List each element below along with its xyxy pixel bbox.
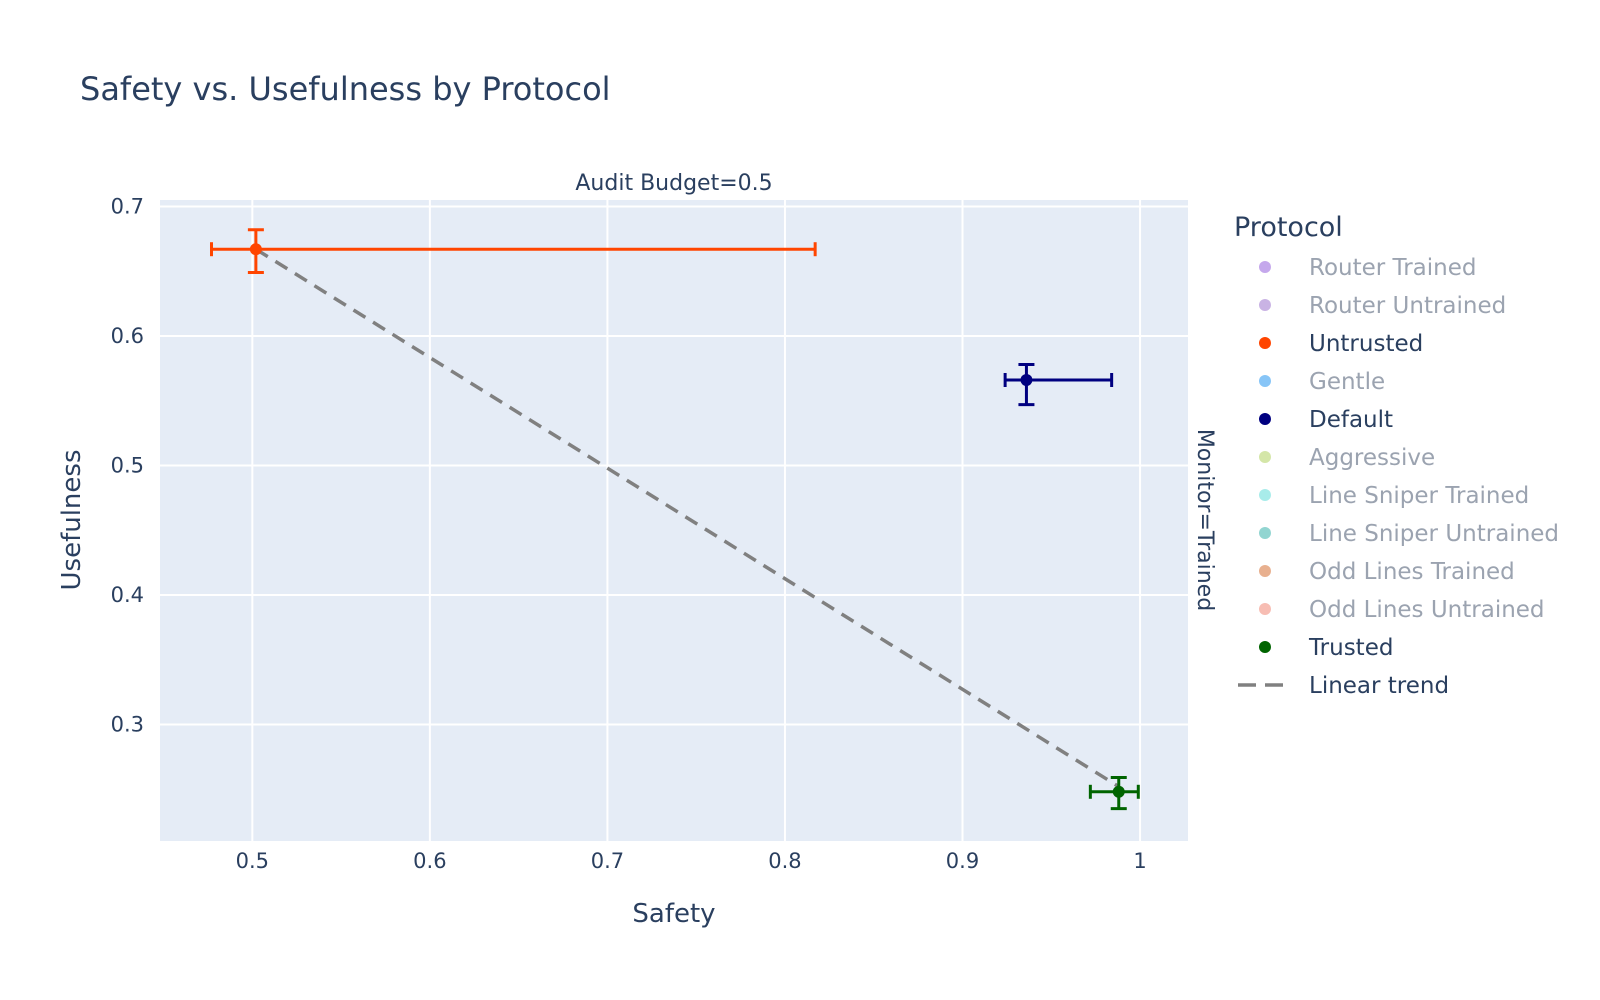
legend-marker <box>1259 489 1271 501</box>
point-marker <box>1112 785 1125 798</box>
chart-title: Safety vs. Usefulness by Protocol <box>80 70 611 108</box>
legend-item-router-trained[interactable]: Router Trained <box>1259 255 1476 281</box>
legend-label: Line Sniper Trained <box>1309 483 1529 509</box>
x-tick-label: 0.8 <box>768 849 801 873</box>
legend-item-router-untrained[interactable]: Router Untrained <box>1259 293 1506 319</box>
legend-marker <box>1259 565 1271 577</box>
legend-label: Untrusted <box>1309 331 1423 357</box>
y-tick-label: 0.6 <box>111 324 144 348</box>
legend-label: Line Sniper Untrained <box>1309 521 1559 547</box>
facet-column-label: Audit Budget=0.5 <box>575 171 772 196</box>
point-default <box>1003 362 1114 407</box>
facet-row-label: Monitor=Trained <box>1192 429 1217 611</box>
legend-label: Gentle <box>1309 369 1385 395</box>
legend-label: Odd Lines Trained <box>1309 559 1515 585</box>
legend-item-aggressive[interactable]: Aggressive <box>1259 445 1435 471</box>
x-tick-label: 0.9 <box>946 849 979 873</box>
legend-item-gentle[interactable]: Gentle <box>1259 369 1385 395</box>
x-axis-ticks: 0.5 0.6 0.7 0.8 0.9 1 <box>236 849 1147 873</box>
y-tick-label: 0.7 <box>111 194 144 218</box>
x-tick-label: 0.7 <box>591 849 624 873</box>
legend-marker <box>1259 527 1271 539</box>
legend-label: Aggressive <box>1309 445 1435 471</box>
y-tick-label: 0.4 <box>111 583 144 607</box>
legend[interactable]: Router Trained Router Untrained Untrusted G… <box>1238 255 1559 699</box>
legend-label: Default <box>1309 407 1393 433</box>
linear-trend-line <box>254 247 1120 789</box>
y-axis-title: Usefulness <box>57 450 87 591</box>
grid <box>160 200 1188 841</box>
legend-item-odd-lines-trained[interactable]: Odd Lines Trained <box>1259 559 1515 585</box>
y-tick-label: 0.3 <box>111 712 144 736</box>
legend-label: Router Trained <box>1309 255 1476 281</box>
legend-item-untrusted[interactable]: Untrusted <box>1259 331 1423 357</box>
point-untrusted <box>209 228 817 275</box>
x-tick-label: 0.5 <box>236 849 269 873</box>
legend-marker <box>1259 451 1271 463</box>
legend-marker <box>1259 603 1271 615</box>
legend-item-line-sniper-untrained[interactable]: Line Sniper Untrained <box>1259 521 1559 547</box>
x-tick-label: 0.6 <box>413 849 446 873</box>
legend-item-odd-lines-untrained[interactable]: Odd Lines Untrained <box>1259 597 1545 623</box>
data-points <box>209 228 1140 811</box>
x-tick-label: 1 <box>1133 849 1146 873</box>
legend-label: Odd Lines Untrained <box>1309 597 1545 623</box>
legend-item-linear-trend[interactable]: Linear trend <box>1238 673 1449 699</box>
point-marker <box>249 243 262 256</box>
point-marker <box>1020 373 1033 386</box>
legend-item-line-sniper-trained[interactable]: Line Sniper Trained <box>1259 483 1529 509</box>
x-axis-title: Safety <box>632 899 715 929</box>
legend-marker <box>1259 261 1271 273</box>
legend-marker <box>1259 641 1271 653</box>
legend-item-default[interactable]: Default <box>1259 407 1393 433</box>
plot-area <box>160 200 1188 841</box>
point-trusted <box>1088 776 1140 811</box>
legend-label: Router Untrained <box>1309 293 1506 319</box>
legend-title: Protocol <box>1234 212 1343 243</box>
trend-line-segment <box>254 247 1120 789</box>
legend-item-trusted[interactable]: Trusted <box>1259 635 1393 661</box>
y-axis-ticks: 0.3 0.4 0.5 0.6 0.7 <box>111 194 144 736</box>
legend-marker <box>1259 337 1271 349</box>
legend-marker <box>1259 299 1271 311</box>
legend-label: Linear trend <box>1309 673 1449 699</box>
legend-marker <box>1259 413 1271 425</box>
y-tick-label: 0.5 <box>111 453 144 477</box>
legend-marker <box>1259 375 1271 387</box>
legend-label: Trusted <box>1308 635 1393 661</box>
